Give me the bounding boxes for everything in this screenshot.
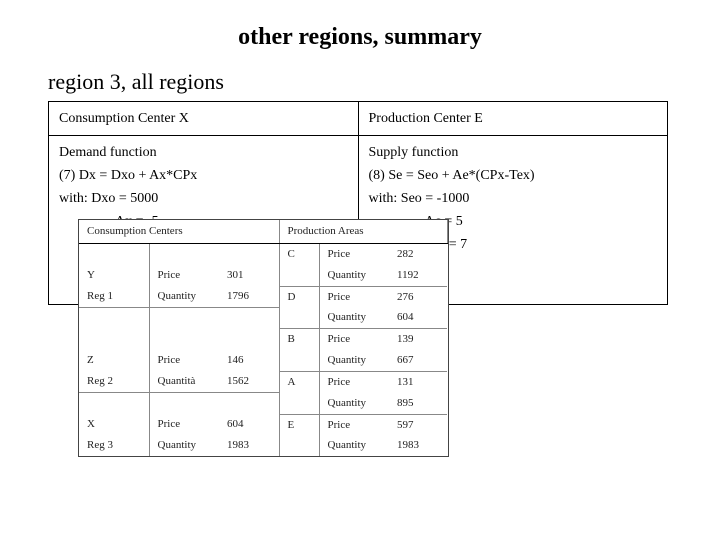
cc-cell: Y bbox=[79, 265, 149, 286]
cc-cell bbox=[79, 243, 149, 264]
pmetric-cell: Price bbox=[319, 243, 389, 264]
pval-cell: 282 bbox=[389, 243, 447, 264]
pa-cell bbox=[279, 435, 319, 456]
cc-cell: Reg 1 bbox=[79, 286, 149, 307]
cmetric-cell bbox=[149, 393, 219, 414]
cmetric-cell: Quantity bbox=[149, 286, 219, 307]
pa-cell bbox=[279, 307, 319, 328]
cc-cell: Reg 2 bbox=[79, 371, 149, 392]
table-row: YPrice301 Quantity1192 bbox=[79, 265, 447, 286]
eq-header-right: Production Center E bbox=[358, 102, 668, 136]
pmetric-cell: Quantity bbox=[319, 350, 389, 371]
table-row: Quantity604 bbox=[79, 307, 447, 328]
cmetric-cell: Price bbox=[149, 265, 219, 286]
pa-cell: A bbox=[279, 371, 319, 392]
cval-cell: 1983 bbox=[219, 435, 279, 456]
demand-with: with: Dxo = 5000 bbox=[59, 188, 348, 209]
cmetric-cell: Quantità bbox=[149, 371, 219, 392]
supply-fn-label: Supply function bbox=[369, 142, 658, 163]
pa-cell: B bbox=[279, 329, 319, 350]
pmetric-cell: Price bbox=[319, 414, 389, 435]
pa-cell bbox=[279, 393, 319, 414]
pmetric-cell: Quantity bbox=[319, 435, 389, 456]
pval-cell: 667 bbox=[389, 350, 447, 371]
pval-cell: 604 bbox=[389, 307, 447, 328]
cmetric-cell bbox=[149, 307, 219, 328]
pmetric-cell: Quantity bbox=[319, 393, 389, 414]
table-row: Quantity895 bbox=[79, 393, 447, 414]
pmetric-cell: Quantity bbox=[319, 307, 389, 328]
cval-cell: 1562 bbox=[219, 371, 279, 392]
pval-cell: 597 bbox=[389, 414, 447, 435]
cc-cell: Z bbox=[79, 350, 149, 371]
pa-cell bbox=[279, 265, 319, 286]
table-row: XPrice604EPrice597 bbox=[79, 414, 447, 435]
demand-fn-label: Demand function bbox=[59, 142, 348, 163]
table-row: Reg 3Quantity1983Quantity1983 bbox=[79, 435, 447, 456]
table-row: Reg 1Quantity1796DPrice276 bbox=[79, 286, 447, 307]
cmetric-cell bbox=[149, 329, 219, 350]
page-subtitle: region 3, all regions bbox=[48, 69, 672, 95]
cval-cell: 146 bbox=[219, 350, 279, 371]
cval-cell: 1796 bbox=[219, 286, 279, 307]
page-title: other regions, summary bbox=[48, 24, 672, 51]
pval-cell: 1983 bbox=[389, 435, 447, 456]
cval-cell: 301 bbox=[219, 265, 279, 286]
pa-cell: C bbox=[279, 243, 319, 264]
cval-cell bbox=[219, 393, 279, 414]
cmetric-cell bbox=[149, 243, 219, 264]
pval-cell: 1192 bbox=[389, 265, 447, 286]
data-header-right: Production Areas bbox=[279, 220, 447, 243]
table-row: Reg 2Quantità1562APrice131 bbox=[79, 371, 447, 392]
pval-cell: 276 bbox=[389, 286, 447, 307]
demand-equation: (7) Dx = Dxo + Ax*CPx bbox=[59, 165, 348, 186]
pmetric-cell: Price bbox=[319, 329, 389, 350]
pval-cell: 139 bbox=[389, 329, 447, 350]
cc-cell bbox=[79, 307, 149, 328]
cval-cell bbox=[219, 307, 279, 328]
pmetric-cell: Price bbox=[319, 286, 389, 307]
cval-cell bbox=[219, 243, 279, 264]
table-row: BPrice139 bbox=[79, 329, 447, 350]
supply-equation: (8) Se = Seo + Ae*(CPx-Tex) bbox=[369, 165, 658, 186]
pa-cell bbox=[279, 350, 319, 371]
cc-cell: Reg 3 bbox=[79, 435, 149, 456]
cmetric-cell: Quantity bbox=[149, 435, 219, 456]
table-row: ZPrice146 Quantity667 bbox=[79, 350, 447, 371]
pval-cell: 131 bbox=[389, 371, 447, 392]
cval-cell bbox=[219, 329, 279, 350]
pmetric-cell: Quantity bbox=[319, 265, 389, 286]
cc-cell: X bbox=[79, 414, 149, 435]
pa-cell: E bbox=[279, 414, 319, 435]
cmetric-cell: Price bbox=[149, 350, 219, 371]
pmetric-cell: Price bbox=[319, 371, 389, 392]
content-area: Consumption Center X Production Center E… bbox=[48, 101, 668, 305]
table-row: CPrice282 bbox=[79, 243, 447, 264]
cc-cell bbox=[79, 393, 149, 414]
supply-with: with: Seo = -1000 bbox=[369, 188, 658, 209]
cc-cell bbox=[79, 329, 149, 350]
data-header-left: Consumption Centers bbox=[79, 220, 279, 243]
data-table-overlay: Consumption Centers Production Areas CPr… bbox=[78, 219, 449, 457]
eq-header-left: Consumption Center X bbox=[49, 102, 359, 136]
pval-cell: 895 bbox=[389, 393, 447, 414]
cval-cell: 604 bbox=[219, 414, 279, 435]
cmetric-cell: Price bbox=[149, 414, 219, 435]
data-table: Consumption Centers Production Areas CPr… bbox=[79, 220, 448, 456]
pa-cell: D bbox=[279, 286, 319, 307]
